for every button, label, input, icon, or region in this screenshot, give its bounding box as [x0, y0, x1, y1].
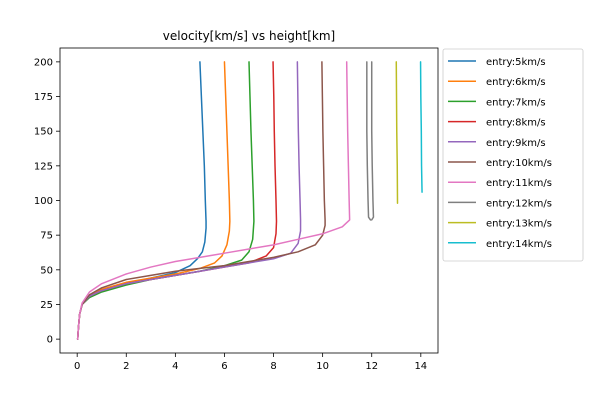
series-line-1 — [76, 61, 207, 340]
x-tick-label: 14 — [414, 361, 427, 372]
series-line-3 — [76, 61, 255, 340]
y-tick-label: 75 — [40, 231, 53, 242]
legend-entry: entry:11km/s — [486, 178, 552, 189]
y-ticks: 0 25 50 75 100 125 150 175 200 — [34, 57, 60, 346]
y-tick-label: 25 — [40, 300, 53, 311]
y-tick-label: 100 — [34, 196, 53, 207]
legend-entry: entry:8km/s — [486, 118, 546, 129]
x-tick-label: 2 — [123, 361, 129, 372]
legend-entry: entry:10km/s — [486, 158, 552, 169]
y-tick-label: 200 — [34, 57, 53, 68]
y-tick-label: 125 — [34, 161, 53, 172]
series-line-7 — [76, 61, 351, 340]
y-tick-label: 175 — [34, 92, 53, 103]
plot-frame — [59, 47, 439, 354]
legend-box — [442, 48, 584, 262]
series-line-5 — [76, 61, 302, 340]
series-line-9 — [395, 61, 399, 205]
y-tick-label: 0 — [47, 335, 53, 346]
legend: entry:5km/s entry:6km/s entry:7km/s entry:8… — [442, 48, 584, 262]
x-tick-label: 12 — [365, 361, 378, 372]
series-line-2 — [76, 61, 231, 340]
x-ticks: 0 2 4 6 8 10 12 14 — [74, 353, 427, 372]
x-tick-label: 6 — [221, 361, 227, 372]
series-line-8 — [366, 61, 375, 221]
x-tick-label: 4 — [172, 361, 178, 372]
series-line-6 — [76, 61, 326, 340]
x-tick-label: 8 — [270, 361, 276, 372]
legend-entry: entry:12km/s — [486, 198, 552, 209]
y-tick-label: 150 — [34, 127, 53, 138]
chart-title: velocity[km/s] vs height[km] — [163, 29, 335, 43]
legend-entry: entry:5km/s — [486, 57, 546, 68]
series-line-10 — [419, 61, 423, 193]
legend-entry: entry:6km/s — [486, 77, 546, 88]
legend-entry: entry:13km/s — [486, 219, 552, 230]
series-line-4 — [76, 61, 278, 340]
x-tick-label: 10 — [316, 361, 329, 372]
series-lines — [76, 61, 423, 340]
y-tick-label: 50 — [40, 265, 53, 276]
legend-entry: entry:7km/s — [486, 97, 546, 108]
x-tick-label: 0 — [74, 361, 80, 372]
legend-entry: entry:9km/s — [486, 138, 546, 149]
legend-entry: entry:14km/s — [486, 239, 552, 250]
